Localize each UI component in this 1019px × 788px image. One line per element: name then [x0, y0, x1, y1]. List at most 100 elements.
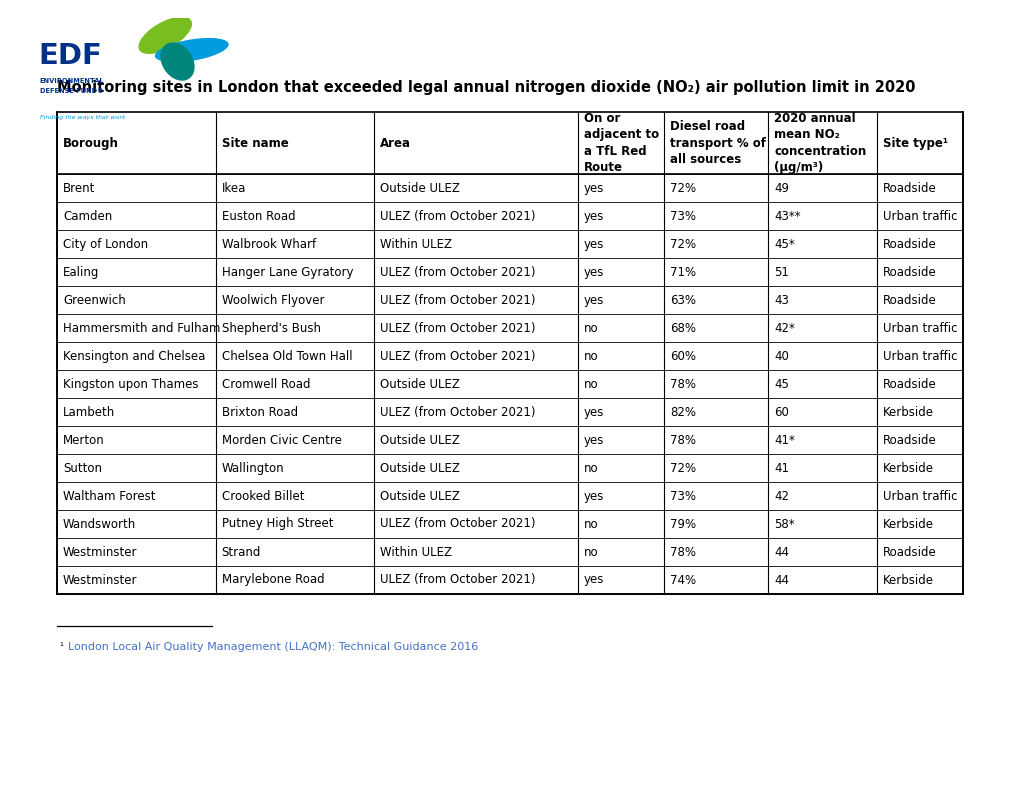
- Text: 78%: 78%: [669, 377, 695, 391]
- Text: Outside ULEZ: Outside ULEZ: [380, 489, 460, 503]
- Text: Ealing: Ealing: [63, 266, 99, 278]
- Ellipse shape: [160, 43, 195, 80]
- Text: ULEZ (from October 2021): ULEZ (from October 2021): [380, 210, 535, 222]
- Text: Morden Civic Centre: Morden Civic Centre: [221, 433, 341, 447]
- Text: 45*: 45*: [773, 237, 794, 251]
- Text: Outside ULEZ: Outside ULEZ: [380, 433, 460, 447]
- Text: Sutton: Sutton: [63, 462, 102, 474]
- Text: ULEZ (from October 2021): ULEZ (from October 2021): [380, 518, 535, 530]
- Text: DEFENSE FUND®: DEFENSE FUND®: [40, 87, 103, 94]
- Text: Walbrook Wharf: Walbrook Wharf: [221, 237, 315, 251]
- Text: 60: 60: [773, 406, 789, 418]
- Text: Kerbside: Kerbside: [882, 574, 933, 586]
- Text: 45: 45: [773, 377, 789, 391]
- Text: Roadside: Roadside: [882, 293, 935, 307]
- Text: no: no: [583, 350, 598, 362]
- Text: Roadside: Roadside: [882, 237, 935, 251]
- Text: ULEZ (from October 2021): ULEZ (from October 2021): [380, 574, 535, 586]
- Text: 78%: 78%: [669, 433, 695, 447]
- Text: Monitoring sites in London that exceeded legal annual nitrogen dioxide (NO₂) air: Monitoring sites in London that exceeded…: [57, 80, 915, 95]
- Text: yes: yes: [583, 406, 603, 418]
- Text: yes: yes: [583, 293, 603, 307]
- Text: Diesel road
transport % of
all sources: Diesel road transport % of all sources: [669, 120, 765, 166]
- Text: 2020 annual
mean NO₂
concentration
(μg/m³): 2020 annual mean NO₂ concentration (μg/m…: [773, 112, 865, 174]
- Text: yes: yes: [583, 266, 603, 278]
- Text: 49: 49: [773, 181, 789, 195]
- Text: ULEZ (from October 2021): ULEZ (from October 2021): [380, 350, 535, 362]
- Text: 44: 44: [773, 545, 789, 559]
- Text: Urban traffic: Urban traffic: [882, 210, 957, 222]
- Text: Crooked Billet: Crooked Billet: [221, 489, 304, 503]
- Text: Roadside: Roadside: [882, 545, 935, 559]
- Text: 43: 43: [773, 293, 789, 307]
- Text: Outside ULEZ: Outside ULEZ: [380, 462, 460, 474]
- Text: Euston Road: Euston Road: [221, 210, 294, 222]
- Text: Brixton Road: Brixton Road: [221, 406, 298, 418]
- Text: Finding the ways that work: Finding the ways that work: [40, 115, 125, 121]
- Text: Kensington and Chelsea: Kensington and Chelsea: [63, 350, 205, 362]
- Text: Site type¹: Site type¹: [882, 136, 947, 150]
- Text: Lambeth: Lambeth: [63, 406, 115, 418]
- Text: Outside ULEZ: Outside ULEZ: [380, 377, 460, 391]
- Text: Hanger Lane Gyratory: Hanger Lane Gyratory: [221, 266, 353, 278]
- Text: ULEZ (from October 2021): ULEZ (from October 2021): [380, 322, 535, 334]
- Text: Roadside: Roadside: [882, 181, 935, 195]
- Text: Marylebone Road: Marylebone Road: [221, 574, 324, 586]
- Ellipse shape: [155, 38, 228, 62]
- Text: Roadside: Roadside: [882, 266, 935, 278]
- Text: Westminster: Westminster: [63, 574, 138, 586]
- Text: yes: yes: [583, 181, 603, 195]
- Text: Site name: Site name: [221, 136, 288, 150]
- Text: Within ULEZ: Within ULEZ: [380, 237, 451, 251]
- Text: EDF: EDF: [39, 42, 103, 69]
- Text: no: no: [583, 545, 598, 559]
- Text: Kingston upon Thames: Kingston upon Thames: [63, 377, 199, 391]
- Text: Shepherd's Bush: Shepherd's Bush: [221, 322, 320, 334]
- Text: Urban traffic: Urban traffic: [882, 322, 957, 334]
- Ellipse shape: [139, 17, 192, 54]
- Text: 71%: 71%: [669, 266, 695, 278]
- Text: ULEZ (from October 2021): ULEZ (from October 2021): [380, 406, 535, 418]
- Text: Urban traffic: Urban traffic: [882, 350, 957, 362]
- Text: Camden: Camden: [63, 210, 112, 222]
- Text: Westminster: Westminster: [63, 545, 138, 559]
- Text: ULEZ (from October 2021): ULEZ (from October 2021): [380, 293, 535, 307]
- Text: Outside ULEZ: Outside ULEZ: [380, 181, 460, 195]
- Text: yes: yes: [583, 433, 603, 447]
- Text: 73%: 73%: [669, 489, 695, 503]
- Text: 82%: 82%: [669, 406, 695, 418]
- Text: On or
adjacent to
a TfL Red
Route: On or adjacent to a TfL Red Route: [583, 112, 658, 174]
- Text: London Local Air Quality Management (LLAQM): Technical Guidance 2016: London Local Air Quality Management (LLA…: [68, 642, 478, 652]
- Text: ENVIRONMENTAL: ENVIRONMENTAL: [40, 77, 104, 84]
- Text: Waltham Forest: Waltham Forest: [63, 489, 155, 503]
- Text: Wallington: Wallington: [221, 462, 284, 474]
- Text: Strand: Strand: [221, 545, 261, 559]
- Text: Within ULEZ: Within ULEZ: [380, 545, 451, 559]
- Text: Kerbside: Kerbside: [882, 406, 933, 418]
- Text: ULEZ (from October 2021): ULEZ (from October 2021): [380, 266, 535, 278]
- Text: Kerbside: Kerbside: [882, 518, 933, 530]
- Text: Area: Area: [380, 136, 411, 150]
- Text: no: no: [583, 518, 598, 530]
- Text: Putney High Street: Putney High Street: [221, 518, 333, 530]
- Text: 72%: 72%: [669, 237, 695, 251]
- Text: 40: 40: [773, 350, 789, 362]
- Text: 44: 44: [773, 574, 789, 586]
- Text: 72%: 72%: [669, 462, 695, 474]
- Text: Cromwell Road: Cromwell Road: [221, 377, 310, 391]
- Text: yes: yes: [583, 210, 603, 222]
- Text: 72%: 72%: [669, 181, 695, 195]
- Text: 42: 42: [773, 489, 789, 503]
- Text: Ikea: Ikea: [221, 181, 246, 195]
- Text: Chelsea Old Town Hall: Chelsea Old Town Hall: [221, 350, 352, 362]
- Text: Woolwich Flyover: Woolwich Flyover: [221, 293, 324, 307]
- Text: Kerbside: Kerbside: [882, 462, 933, 474]
- Text: 41: 41: [773, 462, 789, 474]
- Text: Hammersmith and Fulham: Hammersmith and Fulham: [63, 322, 220, 334]
- Text: 68%: 68%: [669, 322, 695, 334]
- Text: 43**: 43**: [773, 210, 800, 222]
- Text: 63%: 63%: [669, 293, 695, 307]
- Text: Wandsworth: Wandsworth: [63, 518, 137, 530]
- Text: no: no: [583, 462, 598, 474]
- Text: Roadside: Roadside: [882, 377, 935, 391]
